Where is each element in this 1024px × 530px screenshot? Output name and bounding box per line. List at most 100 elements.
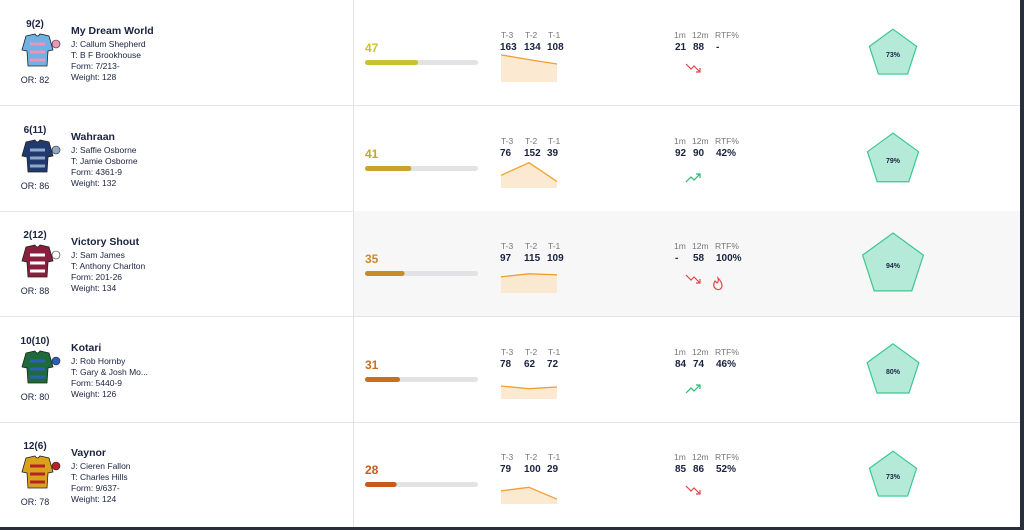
sparkline-area bbox=[501, 54, 557, 82]
recent-value: 78 bbox=[500, 358, 512, 370]
runner-row: 6(11) OR: 86 Wahraan J: Saffie Osborne T: Ja… bbox=[0, 105, 1020, 212]
recent-value: 39 bbox=[547, 147, 559, 159]
silk-jersey bbox=[21, 33, 54, 67]
profile-pentagon bbox=[866, 131, 920, 182]
form: Form: 7/213- bbox=[71, 61, 120, 71]
silk-pattern bbox=[30, 253, 45, 273]
trainer: T: Jamie Osborne bbox=[71, 155, 138, 166]
recent-label: T-3 bbox=[501, 30, 514, 40]
recent-label: T-3 bbox=[501, 346, 514, 357]
runner-row: 10(10) OR: 80 Kotari J: Rob Hornby T: Gary &… bbox=[0, 316, 1021, 423]
stat-label: RTF% bbox=[715, 346, 739, 357]
stat-label: 1m bbox=[674, 135, 686, 146]
recent-value: 115 bbox=[524, 253, 541, 264]
stat-label: 1m bbox=[674, 346, 686, 357]
stats-panel bbox=[353, 316, 1021, 422]
stat-label: 12m bbox=[692, 346, 709, 357]
stat-value: 100% bbox=[716, 253, 742, 264]
silk-pattern bbox=[30, 464, 45, 484]
sparkline-area bbox=[501, 487, 557, 504]
stat-label: 12m bbox=[692, 241, 709, 251]
stat-value: 84 bbox=[675, 358, 687, 370]
profile-label: 73% bbox=[886, 52, 901, 59]
profile-pentagon bbox=[866, 342, 920, 394]
recent-label: T-3 bbox=[501, 135, 514, 146]
profile-pentagon bbox=[868, 450, 918, 497]
stat-label: 12m bbox=[692, 30, 709, 40]
sparkline bbox=[500, 384, 558, 389]
silk-cap bbox=[51, 461, 61, 471]
rating-value: 41 bbox=[365, 146, 379, 161]
recent-value: 97 bbox=[500, 253, 512, 264]
stat-label: RTF% bbox=[715, 30, 739, 40]
recent-value: 79 bbox=[500, 464, 512, 475]
recent-label: T-3 bbox=[501, 452, 514, 462]
trend-icon bbox=[685, 485, 701, 495]
sparkline-area bbox=[501, 273, 557, 293]
silk-jersey bbox=[21, 455, 54, 489]
stat-label: RTF% bbox=[715, 241, 739, 251]
stat-label: 1m bbox=[674, 452, 686, 462]
rating-value: 31 bbox=[365, 357, 379, 372]
silk-jersey bbox=[21, 350, 54, 383]
stat-value: 46% bbox=[716, 358, 737, 370]
recent-label: T-1 bbox=[548, 452, 561, 462]
stat-label: 12m bbox=[692, 452, 709, 462]
sparkline bbox=[500, 273, 558, 278]
frame bbox=[1020, 0, 1024, 530]
silk-pattern bbox=[30, 148, 45, 167]
row-graphics: 73% bbox=[21, 450, 918, 504]
official-rating: OR: 80 bbox=[20, 391, 50, 402]
recent-value: 72 bbox=[547, 358, 559, 370]
profile-pentagon bbox=[868, 28, 918, 75]
sparkline bbox=[500, 161, 558, 182]
profile-label: 80% bbox=[886, 369, 901, 376]
recent-label: T-1 bbox=[548, 135, 561, 146]
profile-label: 94% bbox=[886, 263, 901, 270]
trend-icon bbox=[685, 63, 701, 73]
weight: Weight: 128 bbox=[71, 72, 117, 82]
stat-label: 1m bbox=[674, 30, 686, 40]
silk-pattern bbox=[30, 359, 45, 378]
rating-value: 35 bbox=[365, 252, 379, 266]
silk-jersey bbox=[21, 139, 54, 172]
stat-label: RTF% bbox=[715, 452, 739, 462]
stat-value: 42% bbox=[716, 147, 737, 159]
silk-pattern bbox=[30, 42, 45, 62]
runner-number: 10(10) bbox=[20, 335, 50, 347]
stats-panel bbox=[353, 422, 1021, 527]
form: Form: 4361-9 bbox=[71, 166, 123, 177]
row-graphics: 80% bbox=[21, 342, 920, 399]
jockey: J: Sam James bbox=[71, 250, 125, 260]
stat-value: 85 bbox=[675, 464, 687, 475]
silk-cap bbox=[51, 39, 61, 49]
recent-value: 29 bbox=[547, 464, 559, 475]
official-rating: OR: 86 bbox=[20, 180, 50, 191]
sparkline bbox=[500, 54, 558, 65]
rating-bar bbox=[365, 271, 405, 276]
recent-label: T-2 bbox=[525, 241, 538, 251]
frame bbox=[0, 527, 1024, 530]
horse-name: My Dream World bbox=[71, 25, 154, 37]
profile-pentagon bbox=[861, 232, 925, 292]
rating-bar bbox=[365, 165, 412, 171]
stat-value: 90 bbox=[693, 147, 705, 159]
runner-row: 12(6) OR: 78 Vaynor J: Cieren Fallon T: Char… bbox=[0, 422, 1020, 528]
weight: Weight: 132 bbox=[71, 177, 117, 188]
silk-cap bbox=[51, 250, 61, 260]
stat-value: 92 bbox=[675, 147, 687, 159]
trend-icon bbox=[685, 383, 701, 393]
jockey: J: Rob Hornby bbox=[71, 355, 126, 366]
stat-value: - bbox=[675, 253, 679, 264]
jockey: J: Callum Shepherd bbox=[71, 39, 146, 49]
recent-value: 152 bbox=[524, 147, 541, 159]
horse-name: Wahraan bbox=[71, 130, 115, 143]
rating-bar bbox=[365, 376, 401, 382]
horse-name: Kotari bbox=[71, 341, 102, 354]
rating-bar bbox=[365, 60, 419, 65]
recent-label: T-3 bbox=[501, 241, 514, 251]
trend-icon bbox=[685, 172, 701, 182]
trainer: T: Gary & Josh Mo... bbox=[71, 366, 148, 377]
runner-row: 2(12) OR: 88 Victory Shout J: Sam James T: A… bbox=[0, 211, 1021, 317]
